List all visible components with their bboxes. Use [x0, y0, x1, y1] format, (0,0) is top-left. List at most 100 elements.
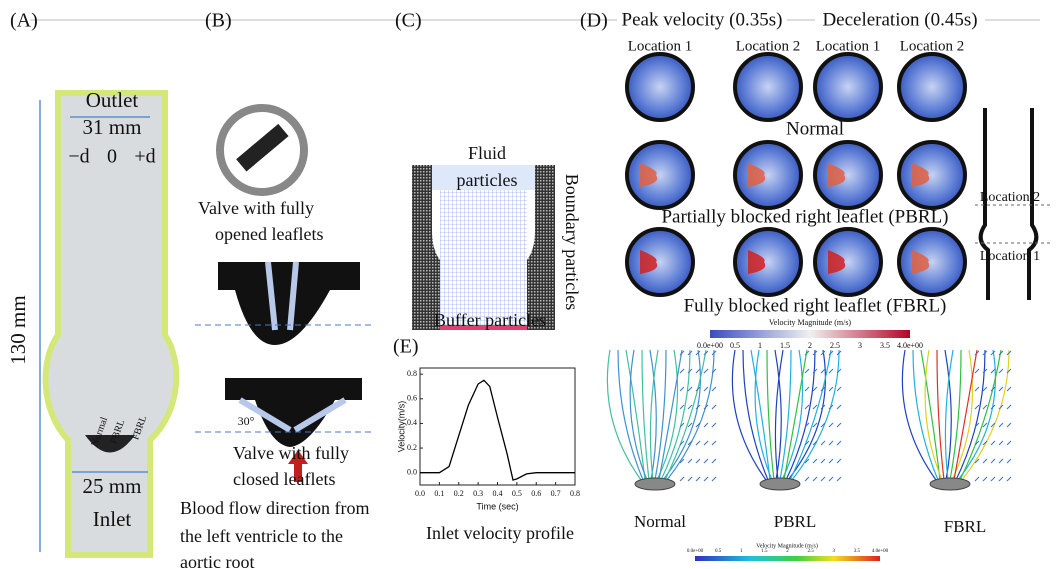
vector: [688, 405, 692, 409]
vector: [829, 423, 833, 427]
vector: [837, 477, 841, 481]
flow-section: [815, 229, 881, 295]
label: Blood flow direction from: [180, 498, 369, 518]
label: 4.0e+00: [897, 341, 923, 350]
label: 0.5: [512, 489, 522, 498]
vector: [696, 441, 700, 445]
vector: [975, 477, 979, 481]
label: Fully blocked right leaflet (FBRL): [684, 295, 947, 316]
vector: [704, 423, 708, 427]
vector: [999, 387, 1003, 391]
label: Normal: [634, 512, 686, 531]
vector: [991, 369, 995, 373]
label: aortic root: [180, 552, 254, 569]
vector: [805, 387, 809, 391]
vector: [999, 423, 1003, 427]
label: PBRL: [774, 512, 817, 531]
label: 0.6: [531, 489, 541, 498]
label: 0.4: [407, 418, 417, 427]
label: 0.0e+00: [697, 341, 723, 350]
label: Outlet: [86, 88, 139, 112]
vector: [704, 369, 708, 373]
label: 130 mm: [6, 295, 30, 364]
vector: [696, 459, 700, 463]
label: 1.5: [761, 549, 768, 554]
velocity-curve: [420, 380, 575, 480]
label: Buffer particles: [434, 310, 546, 330]
label: (B): [205, 10, 232, 32]
vector: [1007, 423, 1011, 427]
vector: [680, 387, 684, 391]
flow-section: [735, 229, 801, 295]
flow-section: [899, 229, 965, 295]
vector: [712, 459, 716, 463]
vector: [696, 477, 700, 481]
label: 0.0: [407, 468, 417, 477]
label: 0.8: [407, 369, 417, 378]
valve-ring: [930, 478, 970, 490]
label: 0.2: [407, 443, 417, 452]
label: Velocity(m/s): [396, 401, 406, 453]
vector: [983, 477, 987, 481]
vector: [712, 441, 716, 445]
open-valve: [218, 262, 360, 345]
vector: [712, 477, 716, 481]
vector: [704, 477, 708, 481]
valve-icon-leaflet: [236, 124, 288, 172]
vector: [805, 369, 809, 373]
label: 4.0e+00: [872, 549, 889, 554]
flow-section: [815, 54, 881, 120]
streamline: [784, 350, 807, 480]
vector: [837, 405, 841, 409]
vector: [975, 387, 979, 391]
label: −d: [68, 146, 89, 168]
label: 3.5: [854, 549, 861, 554]
label: 0.8: [570, 489, 580, 498]
vector: [829, 459, 833, 463]
label: 0.6: [407, 394, 417, 403]
vector: [829, 387, 833, 391]
vector: [999, 477, 1003, 481]
vector: [688, 459, 692, 463]
vector: [999, 441, 1003, 445]
vector: [821, 369, 825, 373]
label: 3: [833, 549, 836, 554]
vector: [813, 405, 817, 409]
label: Partially blocked right leaflet (PBRL): [661, 206, 948, 227]
streamline: [630, 350, 647, 480]
vector: [704, 459, 708, 463]
vector: [983, 459, 987, 463]
vector: [688, 477, 692, 481]
vector: [829, 369, 833, 373]
vector: [991, 477, 995, 481]
vector: [829, 477, 833, 481]
label: opened leaflets: [215, 224, 323, 244]
vector: [999, 459, 1003, 463]
label: (D): [580, 10, 608, 32]
streamline: [954, 350, 977, 480]
label: 3: [858, 341, 862, 350]
label: 2: [808, 341, 812, 350]
label: +d: [134, 146, 155, 168]
vector: [712, 387, 716, 391]
label: Boundary particles: [562, 174, 582, 310]
vector: [999, 369, 1003, 373]
vector: [1007, 387, 1011, 391]
vector: [688, 423, 692, 427]
flow-section: [627, 54, 693, 120]
vector: [805, 477, 809, 481]
colorbar: [695, 556, 880, 561]
vector: [837, 387, 841, 391]
label: particles: [457, 170, 518, 190]
label: Valve with fully: [198, 198, 314, 218]
label: FBRL: [944, 517, 987, 536]
plot-frame: [420, 368, 575, 485]
label: the left ventricle to the: [180, 526, 343, 546]
vector: [1007, 477, 1011, 481]
vector: [821, 459, 825, 463]
vector: [1007, 405, 1011, 409]
streamline: [659, 350, 682, 480]
label: 2: [786, 549, 789, 554]
streamline: [663, 350, 700, 480]
vector: [991, 441, 995, 445]
